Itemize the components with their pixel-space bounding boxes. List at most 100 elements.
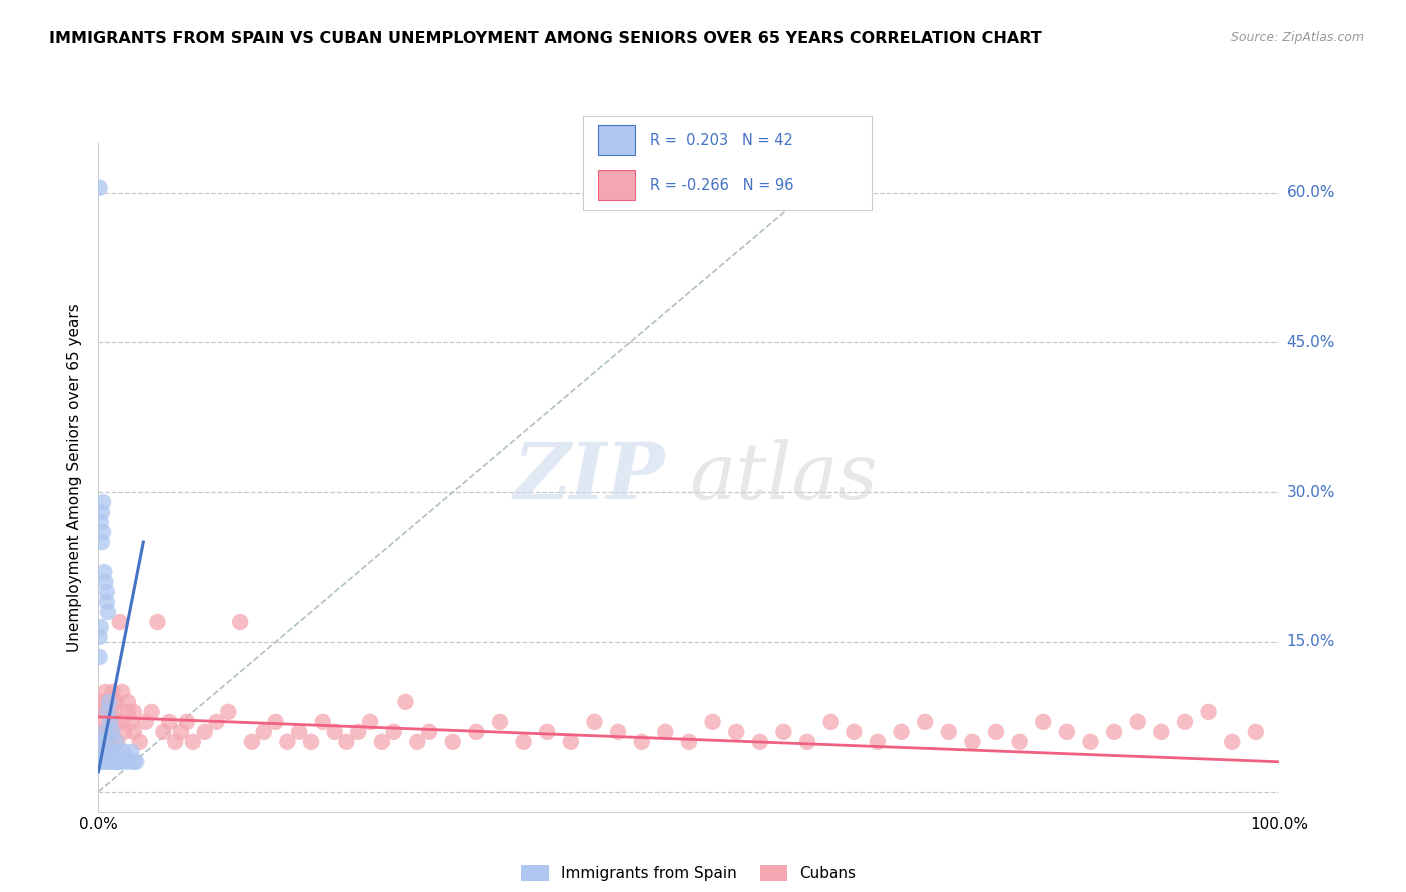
Point (100, 745, 122, 759)
Point (122, 724, 145, 739)
Point (111, 685, 134, 699)
Point (890, 724, 912, 739)
Point (441, 735, 464, 749)
Point (105, 735, 128, 749)
Point (94, 714, 117, 729)
Point (105, 745, 128, 759)
Point (91, 724, 114, 739)
Point (90, 515, 112, 529)
Point (962, 735, 984, 749)
Point (654, 724, 676, 739)
Point (108, 615, 131, 629)
Point (276, 735, 298, 749)
Point (157, 714, 180, 729)
Point (678, 735, 700, 749)
Point (97, 605, 120, 619)
Point (93, 735, 115, 749)
Point (170, 724, 193, 739)
Point (323, 724, 346, 739)
Bar (598, 170, 636, 201)
Point (104, 755, 127, 769)
Point (844, 724, 866, 739)
Point (1080, 735, 1102, 749)
Point (94, 575, 117, 590)
Point (108, 755, 131, 769)
Point (121, 714, 143, 729)
Y-axis label: Unemployment Among Seniors over 65 years: Unemployment Among Seniors over 65 years (67, 303, 83, 651)
Point (536, 724, 558, 739)
Point (97, 724, 120, 739)
Point (465, 724, 488, 739)
Point (1056, 724, 1078, 739)
Point (89, 630, 111, 644)
Point (96, 745, 118, 759)
Point (98, 695, 121, 709)
Legend: Immigrants from Spain, Cubans: Immigrants from Spain, Cubans (522, 865, 856, 881)
Text: 60.0%: 60.0% (1286, 186, 1334, 200)
Text: ZIP: ZIP (513, 439, 665, 516)
Point (394, 695, 416, 709)
Point (630, 735, 652, 749)
Point (205, 714, 228, 729)
Point (105, 695, 128, 709)
Point (98, 714, 121, 729)
Point (103, 755, 125, 769)
Point (96, 595, 118, 609)
Point (128, 735, 150, 749)
Point (93, 755, 115, 769)
Point (1126, 714, 1149, 729)
Point (796, 735, 818, 749)
Point (914, 714, 936, 729)
Point (359, 714, 381, 729)
Point (104, 714, 127, 729)
Point (117, 705, 139, 719)
Point (96, 705, 118, 719)
Point (406, 735, 429, 749)
Point (91, 745, 114, 759)
Point (1174, 714, 1197, 729)
Point (866, 735, 889, 749)
Text: IMMIGRANTS FROM SPAIN VS CUBAN UNEMPLOYMENT AMONG SENIORS OVER 65 YEARS CORRELAT: IMMIGRANTS FROM SPAIN VS CUBAN UNEMPLOYM… (49, 31, 1042, 46)
Point (91, 745, 114, 759)
Point (299, 735, 322, 749)
Point (702, 714, 724, 729)
Point (152, 724, 174, 739)
Point (121, 745, 143, 759)
Point (122, 755, 145, 769)
Point (1032, 714, 1054, 729)
Point (418, 724, 440, 739)
Point (489, 714, 512, 729)
Point (371, 735, 394, 749)
Point (90, 745, 112, 759)
Point (1102, 724, 1125, 739)
Point (91, 505, 114, 519)
Point (141, 705, 163, 719)
Point (347, 724, 370, 739)
Point (117, 755, 139, 769)
Point (100, 714, 122, 729)
Point (90, 620, 112, 634)
Point (240, 735, 263, 749)
Point (217, 705, 239, 719)
Point (111, 755, 134, 769)
Text: R = -0.266   N = 96: R = -0.266 N = 96 (650, 178, 793, 193)
Point (98, 735, 121, 749)
Point (181, 735, 204, 749)
Point (101, 755, 124, 769)
Point (98, 705, 121, 719)
Point (382, 724, 405, 739)
Point (105, 755, 128, 769)
Point (94, 685, 117, 699)
Point (748, 735, 770, 749)
Point (93, 705, 115, 719)
Point (93, 735, 115, 749)
Text: atlas: atlas (689, 439, 877, 516)
Text: Source: ZipAtlas.com: Source: ZipAtlas.com (1230, 31, 1364, 45)
Text: R =  0.203   N = 42: R = 0.203 N = 42 (650, 133, 793, 148)
Point (1008, 735, 1031, 749)
Point (135, 714, 157, 729)
Point (312, 714, 335, 729)
Point (194, 724, 217, 739)
Point (264, 714, 287, 729)
Point (91, 535, 114, 549)
